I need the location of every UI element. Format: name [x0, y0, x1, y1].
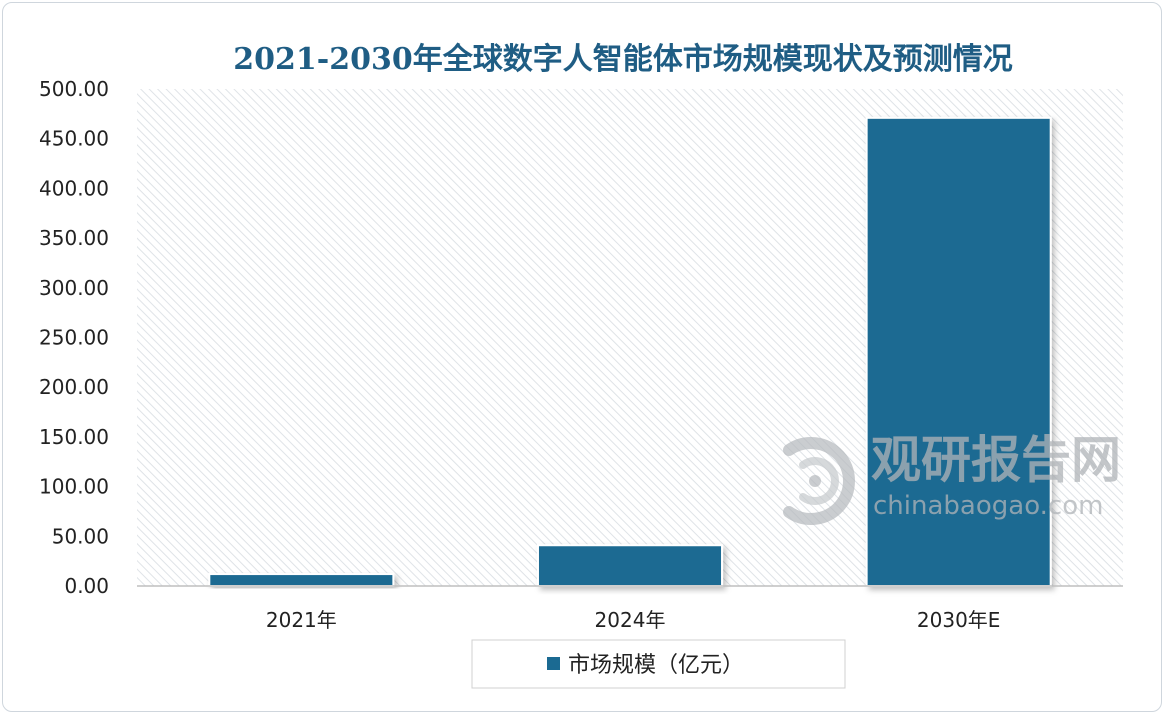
x-axis-labels: 2021年 2024年 2030年E	[266, 608, 1001, 632]
y-tick-label: 100.00	[39, 475, 109, 499]
x-category-label: 2024年	[595, 608, 666, 632]
y-tick-label: 200.00	[39, 375, 109, 399]
y-tick-label: 350.00	[39, 226, 109, 250]
watermark: 观研报告网 chinabaogao.com	[783, 431, 1121, 525]
y-tick-label: 0.00	[64, 574, 109, 598]
watermark-logo-icon	[783, 437, 855, 525]
y-axis-ticks: 0.00 50.00 100.00 150.00 200.00 250.00 300.00 3…	[39, 77, 109, 598]
legend-box	[471, 639, 846, 689]
bar-chart: 2021-2030年全球数字人智能体市场规模现状及预测情况 0.00 50.00 1…	[39, 42, 1123, 689]
legend: 市场规模（亿元）	[471, 639, 846, 689]
watermark-en: chinabaogao.com	[873, 491, 1103, 521]
x-category-label: 2030年E	[917, 608, 1001, 632]
y-tick-label: 250.00	[39, 326, 109, 350]
y-tick-label: 450.00	[39, 127, 109, 151]
chart-title: 2021-2030年全球数字人智能体市场规模现状及预测情况	[233, 42, 1012, 77]
bar-2	[536, 544, 724, 587]
bar-1	[208, 573, 395, 588]
y-tick-label: 300.00	[39, 276, 109, 300]
bar-3	[865, 116, 1052, 588]
x-category-label: 2021年	[266, 608, 337, 632]
legend-swatch	[547, 657, 560, 670]
y-tick-label: 150.00	[39, 425, 109, 449]
y-tick-label: 500.00	[39, 77, 109, 101]
y-tick-label: 50.00	[52, 524, 109, 548]
y-tick-label: 400.00	[39, 176, 109, 200]
watermark-cn: 观研报告网	[871, 431, 1121, 489]
bars-group	[208, 116, 1052, 588]
legend-label: 市场规模（亿元）	[568, 653, 744, 678]
